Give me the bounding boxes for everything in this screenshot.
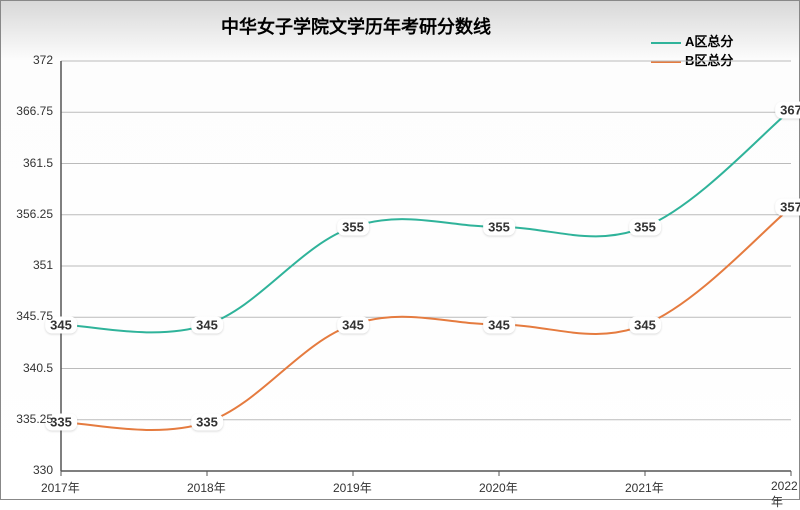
x-tick-label: 2018年 [187, 479, 226, 496]
y-tick-label: 340.5 [23, 361, 53, 375]
data-label: 367 [775, 101, 800, 118]
data-label: 355 [483, 218, 515, 235]
x-tick-label: 2021年 [625, 479, 664, 496]
data-label: 357 [775, 199, 800, 216]
data-label: 345 [337, 316, 369, 333]
x-tick-label: 2020年 [479, 479, 518, 496]
data-label: 335 [191, 414, 223, 431]
x-tick-label: 2022年 [771, 479, 799, 510]
y-tick-label: 366.75 [16, 104, 53, 118]
y-tick-label: 351 [33, 258, 53, 272]
data-label: 345 [629, 316, 661, 333]
data-label: 355 [629, 218, 661, 235]
y-tick-label: 372 [33, 53, 53, 67]
x-tick-label: 2019年 [333, 479, 372, 496]
y-tick-label: 356.25 [16, 207, 53, 221]
data-label: 355 [337, 218, 369, 235]
data-label: 345 [483, 316, 515, 333]
y-tick-label: 330 [33, 463, 53, 477]
plot-svg [1, 1, 800, 501]
y-tick-label: 335.25 [16, 412, 53, 426]
chart-container: 中华女子学院文学历年考研分数线 A区总分 B区总分 34534535535535… [0, 0, 800, 500]
data-label: 345 [191, 316, 223, 333]
x-tick-label: 2017年 [41, 479, 80, 496]
y-tick-label: 361.5 [23, 156, 53, 170]
y-tick-label: 345.75 [16, 309, 53, 323]
